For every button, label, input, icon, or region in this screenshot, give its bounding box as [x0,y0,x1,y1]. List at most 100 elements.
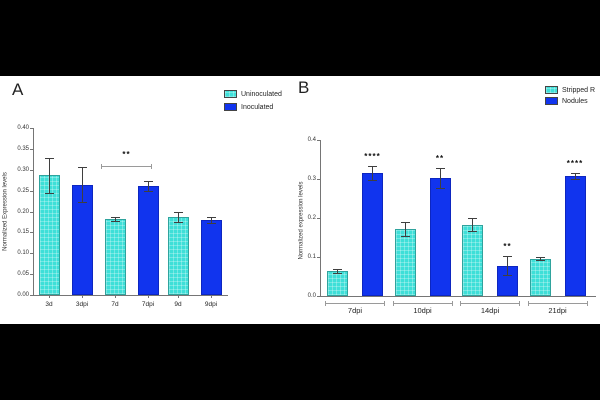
error-bar-cap-bottom [535,260,545,262]
significance-bracket-cap-left [101,163,102,169]
bar-blue [362,173,383,296]
group-bracket-line [325,303,385,304]
y-tick-label: 0.20 [17,208,29,215]
significance-stars: **** [364,152,381,162]
y-tick-label: 0.25 [17,187,29,194]
significance-bracket-cap-right [151,163,152,169]
y-axis-tick [30,295,33,296]
x-category-label: 3d [45,301,53,308]
error-bar-cap-top [400,221,410,223]
error-bar-cap-bottom [206,222,216,224]
x-axis-tick [211,296,212,298]
y-tick-label: 0.15 [17,229,29,236]
error-bar-cap-bottom [503,274,512,276]
y-tick-label: 0.10 [17,250,29,257]
y-axis-tick [30,190,33,192]
x-category-label: 7d [111,301,119,308]
error-bar-cap-top [368,166,377,168]
error-bar-cap-bottom [333,272,342,274]
error-bar-cap-bottom [173,221,183,223]
error-bar-cap-top [570,173,580,175]
error-bar-line [147,180,149,192]
significance-bracket-line [101,165,152,167]
group-bracket-cap-left [527,301,529,306]
group-bracket-cap-right [586,301,588,306]
error-bar-cap-bottom [400,235,410,237]
x-axis-line [33,295,228,296]
y-tick-label: 0.0 [307,293,316,299]
bar-blue [429,178,451,296]
bar-blue [564,176,586,296]
error-bar-line [177,212,179,222]
legend-swatch-blue [545,97,558,105]
x-category-label: 7dpi [141,301,155,308]
group-bracket-cap-right [519,301,520,306]
error-bar-line [210,216,212,223]
y-axis-tick [30,232,33,234]
x-group-label: 10dpi [413,306,432,315]
error-bar-line [539,257,541,261]
panel-a-legend: Uninoculated Inoculated [224,90,282,116]
legend-row: Nodules [545,97,595,105]
group-bracket-cap-left [392,301,394,306]
panel-a-label: A [12,80,24,99]
group-bracket-cap-right [451,301,453,306]
significance-stars: ** [503,242,512,252]
x-axis-tick [178,296,179,298]
legend-swatch-blue [224,103,237,111]
error-bar-line [337,268,338,273]
error-bar-cap-top [503,256,512,258]
y-axis-tick [30,274,33,276]
legend-row: Uninoculated [224,90,282,98]
group-bracket-line [460,303,520,304]
y-tick-label: 0.1 [307,254,316,260]
x-axis-tick [82,296,83,298]
y-axis-tick [30,128,33,129]
y-axis-line [320,140,321,296]
significance-stars: **** [566,159,584,169]
error-bar-cap-bottom [143,191,153,193]
error-bar-line [81,167,83,203]
error-bar-cap-bottom [468,230,477,232]
bar-cyan [327,270,348,296]
panel-b-label: B [298,78,310,97]
y-tick-label: 0.2 [307,215,316,221]
y-axis-tick [30,253,33,255]
error-bar-cap-top [435,168,445,170]
y-tick-label: 0.00 [17,292,29,298]
group-bracket-line [392,303,453,304]
bar-blue [137,186,159,295]
error-bar-line [472,218,473,231]
y-axis-tick [317,257,320,258]
error-bar-cap-top [110,217,120,219]
error-bar-cap-bottom [570,179,580,181]
y-tick-label: 0.35 [17,145,29,152]
bar-cyan [104,219,126,295]
y-axis-tick [30,148,33,150]
significance-stars: ** [435,154,445,164]
bar-cyan [529,258,551,296]
group-bracket-cap-left [460,301,461,306]
error-bar-cap-top [468,218,477,220]
x-axis-line [320,296,596,297]
x-axis-tick [49,296,50,298]
error-bar-cap-top [206,216,216,218]
error-bar-cap-top [535,257,545,258]
y-axis-tick [30,169,33,171]
y-axis-tick [317,179,320,180]
x-category-label: 9dpi [204,301,218,308]
group-bracket-line [527,303,588,304]
error-bar-cap-bottom [110,220,120,222]
legend-row: Stripped R [545,86,595,94]
legend-label: Nodules [562,97,588,105]
group-bracket-cap-left [325,301,326,306]
error-bar-line [404,221,406,236]
error-bar-cap-bottom [44,192,54,194]
error-bar-line [439,168,441,188]
x-group-label: 21dpi [548,306,567,315]
error-bar-cap-top [173,212,183,214]
error-bar-line [574,173,576,180]
bar-cyan [394,228,416,296]
panel-b-legend: Stripped R Nodules [545,86,595,108]
bar-cyan [167,216,189,295]
